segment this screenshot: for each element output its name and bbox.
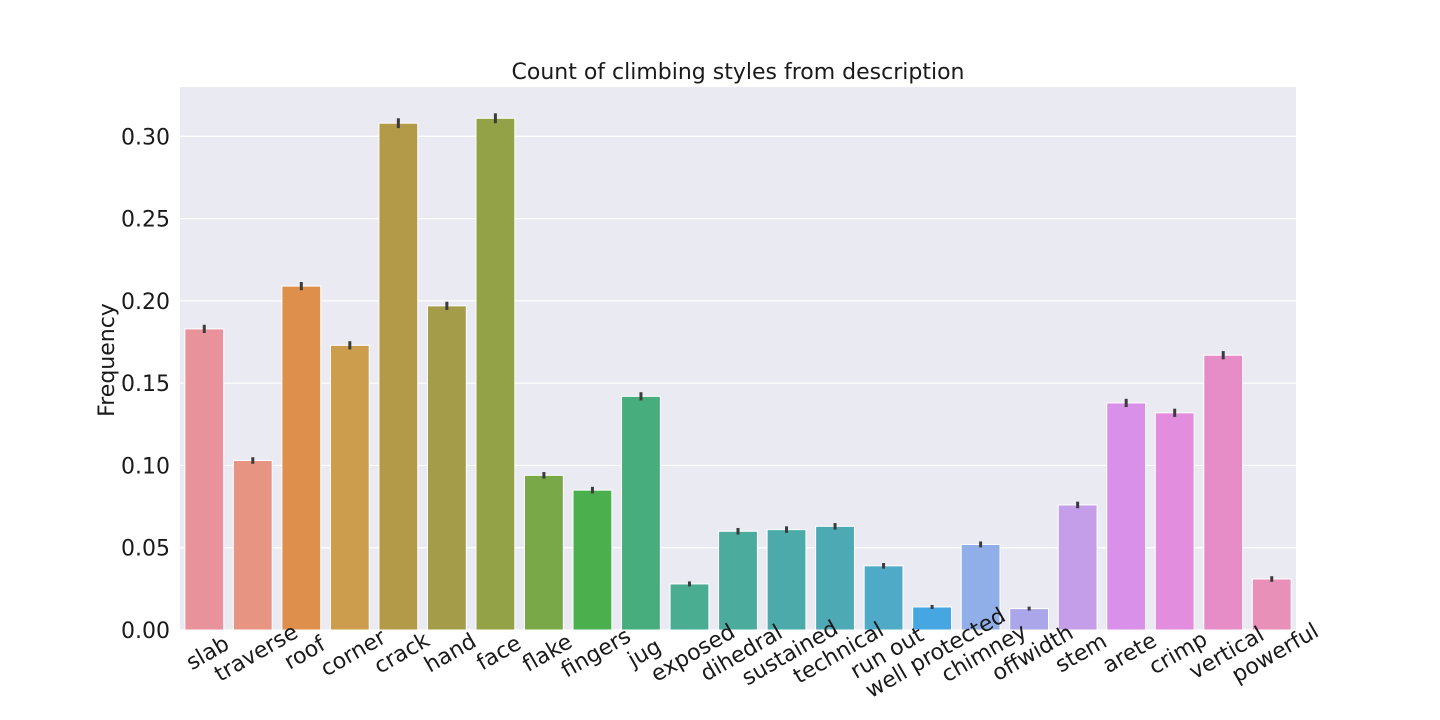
error-bars: [202, 113, 1274, 611]
y-tick-labels: 0.00 0.05 0.10 0.15 0.20 0.25 0.30: [121, 125, 170, 644]
bar-jug: [621, 395, 661, 631]
x-tick-label: hand: [420, 629, 480, 678]
bar-crimp: [1154, 412, 1195, 631]
bar-sustained: [766, 529, 807, 631]
y-tick-label: 0.00: [121, 619, 170, 644]
bar-arete: [1106, 402, 1147, 631]
bar-crack: [378, 122, 419, 631]
y-tick-label: 0.05: [121, 537, 170, 562]
bar-dihedral: [718, 530, 758, 631]
bar-fingers: [572, 489, 613, 631]
x-tick-label: face: [473, 631, 526, 676]
bar-technical: [815, 525, 855, 631]
y-tick-label: 0.25: [121, 208, 170, 233]
bar-exposed: [669, 583, 710, 631]
bar-hand: [426, 305, 467, 631]
bar-slab: [184, 328, 225, 631]
bar-face: [475, 117, 516, 631]
bar-roof: [281, 285, 322, 631]
bar-stem: [1057, 504, 1098, 631]
bars: [184, 117, 1292, 631]
bar-vertical: [1203, 354, 1244, 631]
bar-well-protected: [912, 606, 952, 631]
y-tick-label: 0.10: [121, 454, 170, 479]
bar-powerful: [1251, 578, 1292, 631]
y-tick-label: 0.20: [121, 290, 170, 315]
bar-chimney: [960, 543, 1001, 631]
y-tick-label: 0.30: [121, 125, 170, 150]
chart-title: Count of climbing styles from descriptio…: [512, 60, 965, 85]
bar-traverse: [232, 460, 273, 631]
bar-flake: [524, 474, 564, 631]
bar-corner: [329, 344, 370, 631]
y-tick-label: 0.15: [121, 372, 170, 397]
y-axis-label: Frequency: [95, 303, 120, 417]
